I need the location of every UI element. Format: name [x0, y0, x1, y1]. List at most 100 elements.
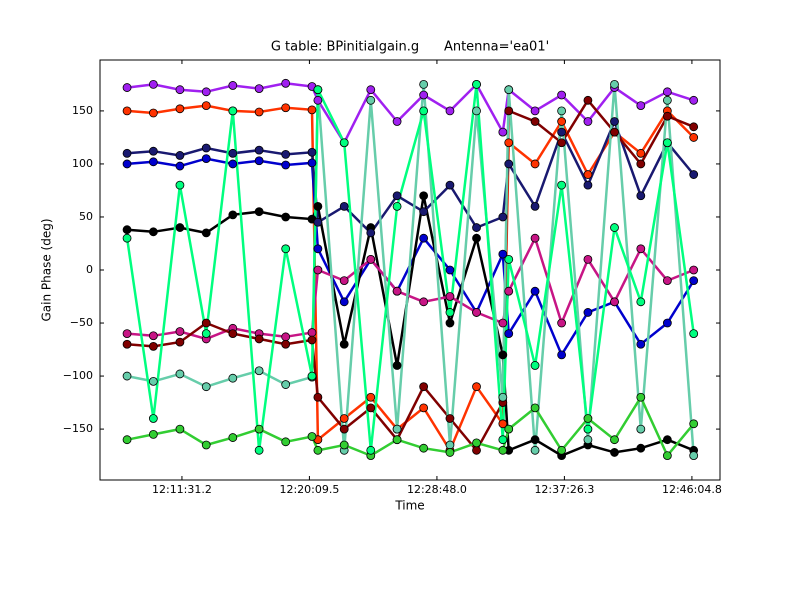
series-line — [126, 84, 695, 456]
data-point — [281, 437, 291, 447]
x-tick-label: 12:46:04.8 — [662, 483, 722, 496]
data-point — [281, 332, 291, 342]
data-point — [148, 227, 158, 237]
data-point — [504, 424, 514, 434]
data-point — [366, 95, 376, 105]
data-point — [636, 191, 646, 201]
data-point — [557, 106, 567, 116]
data-point — [254, 145, 264, 155]
data-point — [307, 432, 317, 441]
data-point — [201, 101, 211, 111]
y-tick-label: −100 — [63, 369, 93, 382]
data-point — [689, 133, 699, 142]
data-point — [281, 380, 291, 389]
data-point — [175, 85, 185, 95]
data-point — [122, 83, 132, 92]
data-point — [662, 318, 672, 328]
data-point — [281, 160, 291, 170]
data-point — [122, 106, 132, 116]
data-point — [498, 249, 508, 259]
data-point — [636, 443, 646, 453]
data-point — [445, 292, 455, 301]
data-point — [610, 127, 619, 137]
data-point — [254, 107, 264, 117]
data-point — [472, 79, 481, 89]
data-point — [689, 265, 699, 275]
data-point — [498, 392, 508, 402]
data-point — [339, 201, 349, 211]
data-point — [175, 151, 185, 160]
data-point — [557, 117, 567, 126]
data-point — [339, 297, 349, 307]
data-point — [557, 350, 567, 360]
data-point — [445, 440, 455, 450]
data-point — [610, 435, 619, 445]
data-point — [445, 308, 455, 317]
data-point — [228, 433, 238, 442]
data-point — [281, 244, 291, 254]
data-point — [530, 286, 540, 296]
data-point — [228, 329, 238, 339]
data-point — [504, 138, 514, 148]
data-point — [313, 95, 323, 105]
data-point — [498, 419, 508, 429]
data-point — [148, 331, 158, 341]
data-point — [530, 403, 540, 413]
data-point — [313, 85, 323, 95]
data-point — [419, 382, 429, 392]
data-point — [610, 448, 619, 457]
data-point — [583, 414, 593, 423]
data-point — [254, 366, 264, 376]
y-tick-label: −150 — [63, 422, 93, 435]
data-point — [689, 122, 699, 132]
y-tick-label: 100 — [72, 157, 93, 170]
data-point — [228, 373, 238, 383]
data-point — [201, 154, 211, 164]
data-point — [366, 392, 376, 402]
data-point — [307, 147, 317, 157]
data-point — [339, 414, 349, 423]
data-point — [175, 161, 185, 171]
data-point — [583, 308, 593, 317]
data-point — [472, 233, 481, 243]
data-point — [583, 424, 593, 434]
data-point — [636, 297, 646, 307]
data-point — [689, 95, 699, 105]
data-point — [201, 228, 211, 238]
data-point — [689, 329, 699, 339]
data-point — [122, 339, 132, 349]
data-point — [307, 105, 317, 115]
data-point — [472, 445, 481, 455]
data-point — [557, 445, 567, 455]
data-point — [122, 159, 132, 169]
data-point — [392, 117, 402, 126]
data-point — [504, 329, 514, 339]
data-point — [122, 371, 132, 381]
data-point — [201, 440, 211, 450]
data-point — [339, 339, 349, 349]
data-point — [557, 90, 567, 100]
data-point — [472, 382, 481, 392]
series-line — [126, 82, 695, 146]
y-tick-label: 150 — [72, 104, 93, 117]
data-point — [175, 337, 185, 347]
series-line — [125, 84, 695, 451]
data-point — [504, 254, 514, 264]
data-point — [148, 376, 158, 386]
data-point — [530, 361, 540, 370]
data-point — [419, 90, 429, 100]
data-point — [472, 223, 481, 232]
data-point — [530, 233, 540, 243]
data-point — [689, 276, 699, 286]
data-point — [175, 327, 185, 336]
data-point — [254, 207, 264, 217]
data-point — [148, 146, 158, 156]
data-point — [610, 297, 619, 307]
data-point — [662, 451, 672, 461]
data-point — [254, 334, 264, 344]
data-point — [530, 435, 540, 445]
data-point — [583, 117, 593, 126]
data-point — [281, 339, 291, 349]
data-point — [339, 424, 349, 434]
y-tick-label: 50 — [79, 210, 93, 223]
